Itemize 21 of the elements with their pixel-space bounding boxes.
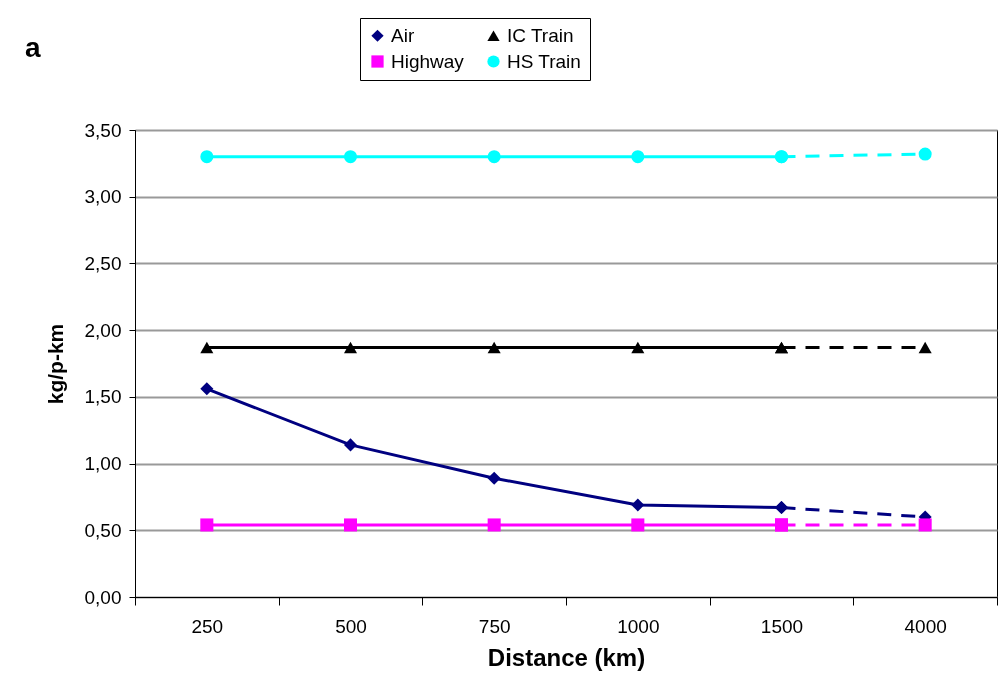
- legend-label: IC Train: [507, 24, 574, 46]
- y-tick-label: 0,00: [84, 586, 122, 608]
- x-tick-label: 750: [478, 615, 511, 637]
- x-tick-label: 500: [335, 615, 367, 637]
- legend-label: HS Train: [507, 50, 581, 72]
- y-axis-title: kg/p-km: [43, 323, 67, 405]
- y-tick-label: 2,00: [84, 319, 122, 341]
- x-tick-label: 1000: [617, 615, 660, 637]
- legend-label: Highway: [391, 50, 465, 72]
- y-tick-label: 3,00: [84, 186, 122, 208]
- x-tick-label: 250: [191, 615, 224, 637]
- y-tick-label: 0,50: [84, 519, 122, 541]
- x-tick-label: 1500: [760, 615, 804, 637]
- y-tick-label: 3,50: [84, 119, 122, 141]
- chart-title: a: [25, 31, 41, 63]
- legend-label: Air: [391, 24, 415, 46]
- y-tick-label: 2,50: [84, 252, 122, 274]
- y-tick-label: 1,50: [84, 386, 122, 408]
- x-tick-label: 4000: [904, 615, 947, 637]
- y-tick-label: 1,00: [84, 453, 122, 475]
- x-axis-title: Distance (km): [487, 643, 646, 671]
